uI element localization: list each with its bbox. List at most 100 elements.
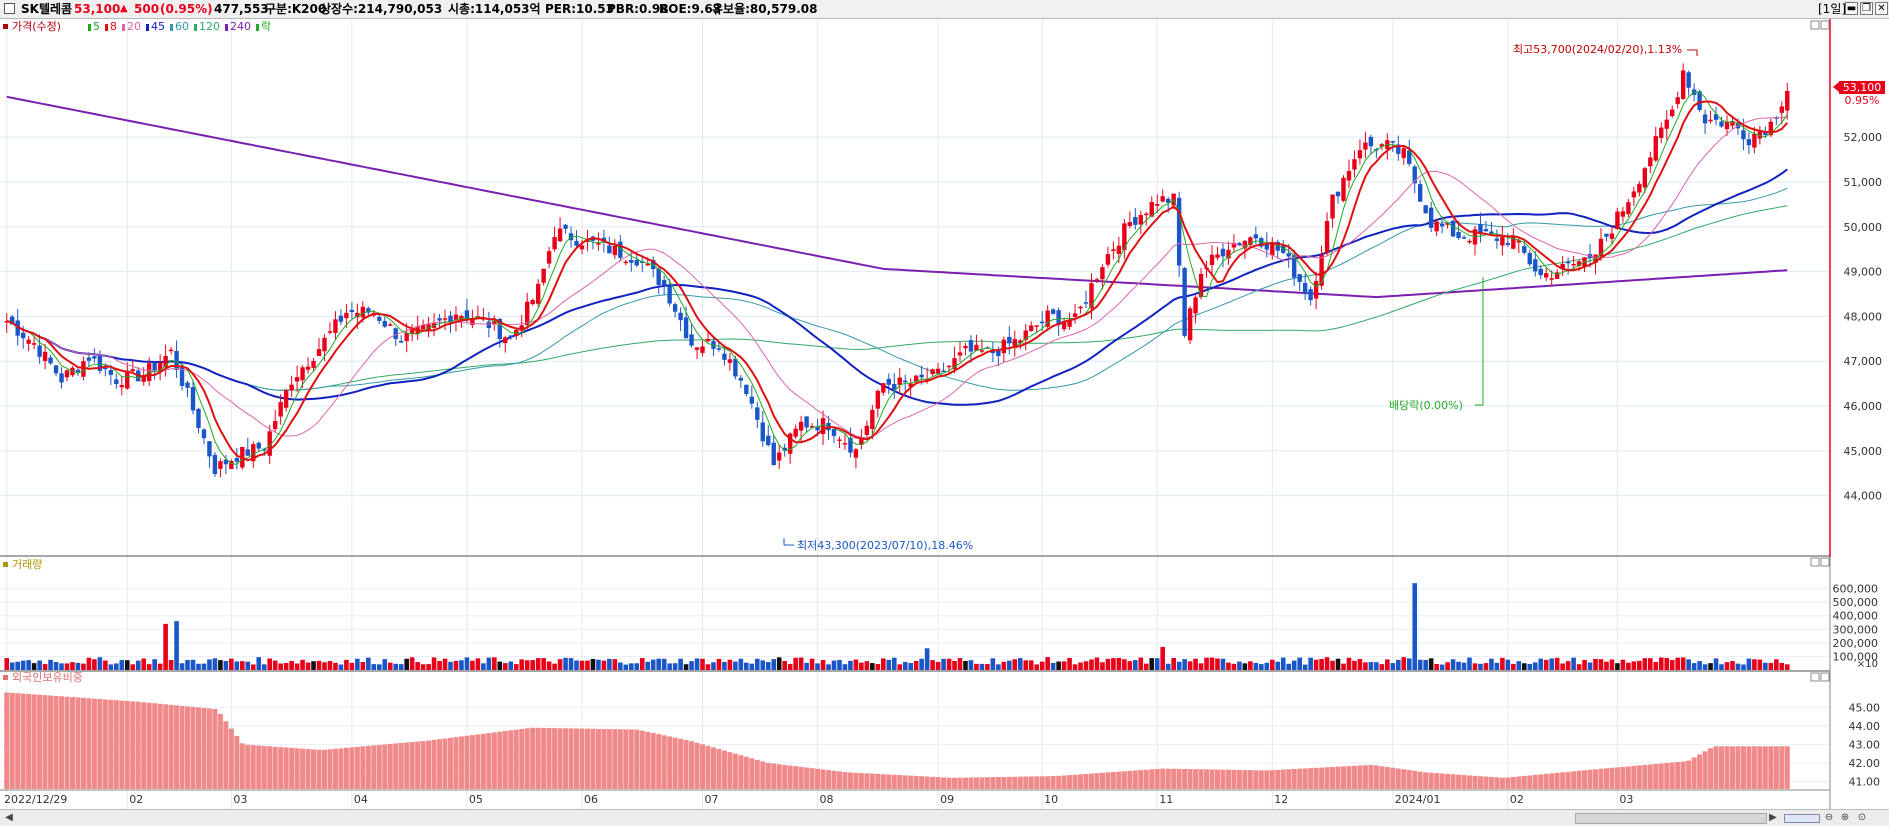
ma-8-line bbox=[6, 100, 1789, 462]
candle-body bbox=[420, 325, 426, 330]
foreign-bar bbox=[1697, 754, 1703, 789]
volume-bar bbox=[1626, 662, 1631, 670]
foreign-bar bbox=[1247, 770, 1253, 789]
candle-body bbox=[48, 357, 53, 364]
volume-bar bbox=[524, 660, 530, 670]
foreign-bar bbox=[1209, 769, 1215, 789]
minimize-icon[interactable]: ▬ bbox=[1845, 2, 1858, 15]
volume-bar bbox=[366, 657, 371, 670]
foreign-bar bbox=[1401, 769, 1407, 789]
foreign-bar bbox=[1647, 764, 1653, 789]
volume-bar bbox=[240, 661, 245, 670]
foreign-bar bbox=[316, 749, 322, 789]
volume-bar bbox=[1017, 658, 1023, 670]
candle-body bbox=[777, 452, 782, 461]
candle-body bbox=[903, 380, 908, 383]
foreign-bar bbox=[1740, 746, 1746, 789]
foreign-bar bbox=[102, 699, 108, 789]
candle-body bbox=[1417, 184, 1423, 202]
price-legend-label: 가격(수정) bbox=[12, 20, 61, 33]
foreign-bar bbox=[793, 766, 799, 789]
candle-body bbox=[1220, 248, 1226, 257]
volume-bar bbox=[124, 660, 130, 670]
foreign-legend: 외국인보유비중 bbox=[3, 671, 83, 684]
foreign-bar bbox=[86, 698, 92, 789]
zoom-reset-icon[interactable]: ⊙ bbox=[1857, 812, 1867, 823]
candle-body bbox=[1615, 211, 1620, 230]
volume-bar bbox=[864, 661, 870, 670]
shares-value: 상장수:214,790,053 bbox=[320, 2, 443, 16]
volume-bar bbox=[1226, 662, 1231, 670]
float-value: 유보율:80,579.08 bbox=[712, 2, 818, 16]
volume-bar bbox=[1702, 664, 1708, 670]
volume-bar bbox=[700, 658, 705, 670]
date-tick-label: 10 bbox=[1044, 793, 1058, 806]
panel-restore-icon[interactable] bbox=[1810, 557, 1820, 567]
stock-name[interactable]: SK텔레콤 bbox=[21, 2, 73, 16]
volume-tick-label: 200,000 bbox=[1833, 637, 1879, 650]
candle-body bbox=[1050, 309, 1056, 314]
foreign-bar bbox=[1527, 775, 1533, 789]
candle-body bbox=[1094, 279, 1100, 281]
select-checkbox[interactable] bbox=[4, 3, 15, 14]
volume-bar bbox=[492, 657, 497, 670]
scroll-left-icon[interactable]: ◀ bbox=[5, 812, 13, 823]
panel-separators[interactable] bbox=[0, 19, 1831, 809]
foreign-bar bbox=[1291, 769, 1297, 789]
zoom-out-icon[interactable]: ⊖ bbox=[1824, 812, 1834, 823]
volume-bar bbox=[519, 659, 525, 670]
volume-bar bbox=[1286, 663, 1292, 670]
candle-body bbox=[349, 309, 355, 312]
foreign-bar bbox=[721, 750, 727, 789]
candle-body bbox=[678, 312, 683, 321]
foreign-bar bbox=[815, 768, 821, 789]
foreign-bar bbox=[1357, 765, 1363, 789]
candle-body bbox=[1724, 121, 1730, 130]
stock-chart[interactable]: 가격(수정) 5 8 20 45 60 120 240 락 거래량 외국인보유비중 44,00… bbox=[0, 19, 1889, 809]
candle-body bbox=[470, 318, 475, 325]
volume-bar bbox=[1752, 659, 1757, 670]
foreign-bar bbox=[765, 762, 771, 789]
candle-body bbox=[1352, 159, 1357, 170]
close-icon[interactable]: ✕ bbox=[1875, 2, 1888, 15]
ma-legend-label: 45 bbox=[151, 20, 165, 33]
volume-bar bbox=[1324, 657, 1330, 670]
volume-tick-label: 300,000 bbox=[1833, 623, 1879, 636]
candle-body bbox=[733, 358, 738, 377]
volume-bar bbox=[754, 658, 760, 670]
panel-close-icon[interactable] bbox=[1820, 672, 1830, 682]
volume-bar bbox=[607, 658, 612, 670]
volume-bar bbox=[776, 657, 782, 670]
foreign-bar bbox=[1193, 769, 1199, 789]
candle-body bbox=[755, 407, 760, 420]
volume-bar bbox=[1768, 663, 1774, 670]
volume-bar bbox=[234, 661, 240, 670]
foreign-bar bbox=[1686, 760, 1692, 789]
period-selector[interactable]: [1일] bbox=[1818, 2, 1847, 16]
current-price-tag bbox=[1839, 81, 1885, 94]
volume-bar bbox=[563, 657, 568, 670]
candle-body bbox=[952, 358, 957, 370]
volume-bar bbox=[1757, 659, 1763, 670]
zoom-in-icon[interactable]: ⊕ bbox=[1840, 812, 1850, 823]
zoom-slider[interactable] bbox=[1784, 814, 1820, 823]
volume-bar bbox=[1554, 657, 1560, 670]
scroll-thumb[interactable] bbox=[1575, 813, 1767, 824]
restore-icon[interactable]: ❐ bbox=[1860, 2, 1873, 15]
volume-bar bbox=[1604, 661, 1609, 670]
candle-body bbox=[508, 335, 513, 338]
scroll-right-icon[interactable]: ▶ bbox=[1769, 812, 1777, 823]
panel-close-icon[interactable] bbox=[1820, 557, 1830, 567]
volume-bar bbox=[585, 660, 590, 670]
volume-bar bbox=[952, 660, 957, 670]
panel-restore-icon[interactable] bbox=[1810, 20, 1820, 30]
panel-close-icon[interactable] bbox=[1820, 20, 1830, 30]
candle-body bbox=[596, 243, 601, 245]
price-legend: 가격(수정) bbox=[3, 20, 61, 33]
candle-body bbox=[108, 370, 114, 375]
scroll-bar[interactable]: ◀ ▶ ⊖ ⊕ ⊙ bbox=[0, 809, 1889, 826]
candle-body bbox=[1554, 272, 1560, 279]
panel-buttons[interactable] bbox=[1810, 20, 1830, 682]
candle-body bbox=[92, 356, 97, 359]
panel-restore-icon[interactable] bbox=[1810, 672, 1820, 682]
